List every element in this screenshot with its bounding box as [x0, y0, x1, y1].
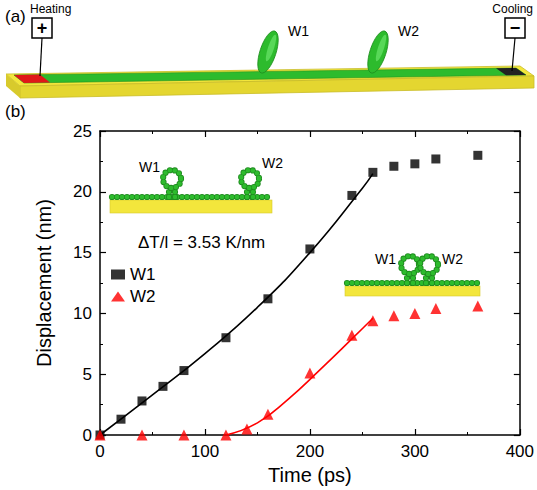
svg-text:ΔT/l = 3.53 K/nm: ΔT/l = 3.53 K/nm	[138, 233, 265, 252]
svg-text:Cooling: Cooling	[492, 2, 533, 16]
svg-text:100: 100	[191, 442, 219, 461]
svg-text:5: 5	[83, 365, 92, 384]
svg-text:Time (ps): Time (ps)	[268, 464, 352, 486]
svg-text:0: 0	[95, 442, 104, 461]
svg-text:Heating: Heating	[30, 2, 71, 16]
svg-text:W2: W2	[442, 251, 463, 267]
svg-text:200: 200	[296, 442, 324, 461]
svg-text:400: 400	[506, 442, 534, 461]
svg-text:+: +	[37, 18, 48, 38]
svg-text:300: 300	[401, 442, 429, 461]
svg-text:W1: W1	[375, 251, 396, 267]
svg-text:W1: W1	[139, 159, 160, 175]
svg-text:10: 10	[73, 304, 92, 323]
svg-text:−: −	[510, 18, 521, 38]
svg-text:W2: W2	[398, 23, 419, 39]
svg-text:W2: W2	[130, 287, 156, 306]
svg-text:W1: W1	[130, 265, 156, 284]
svg-text:25: 25	[73, 122, 92, 141]
svg-text:(b): (b)	[5, 102, 26, 121]
svg-text:W1: W1	[288, 23, 309, 39]
svg-text:Displacement (nm): Displacement (nm)	[33, 199, 55, 367]
svg-text:15: 15	[73, 243, 92, 262]
svg-text:(a): (a)	[5, 7, 26, 26]
svg-text:W2: W2	[262, 155, 283, 171]
svg-text:0: 0	[83, 426, 92, 445]
svg-text:20: 20	[73, 182, 92, 201]
